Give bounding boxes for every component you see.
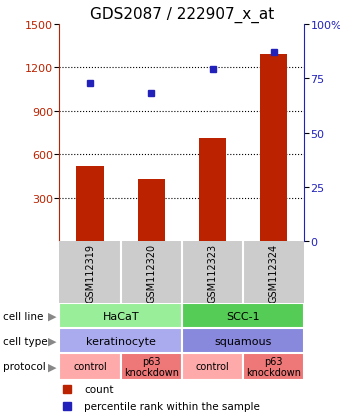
Bar — [182, 353, 243, 380]
Text: GSM112319: GSM112319 — [85, 243, 95, 302]
Text: ▶: ▶ — [49, 336, 57, 346]
Text: GSM112320: GSM112320 — [146, 243, 156, 302]
Bar — [59, 353, 121, 380]
Bar — [260, 55, 288, 242]
Bar — [76, 166, 104, 242]
Text: p63
knockdown: p63 knockdown — [124, 356, 179, 377]
Text: GSM112324: GSM112324 — [269, 243, 279, 302]
Text: count: count — [84, 384, 114, 394]
Bar — [182, 328, 304, 353]
Bar — [59, 304, 182, 328]
Text: p63
knockdown: p63 knockdown — [246, 356, 301, 377]
Text: control: control — [195, 361, 230, 372]
Text: GSM112323: GSM112323 — [207, 243, 218, 302]
Text: cell type: cell type — [3, 336, 48, 346]
Bar — [243, 353, 304, 380]
Bar — [182, 304, 304, 328]
Text: cell line: cell line — [3, 311, 44, 321]
Text: HaCaT: HaCaT — [102, 311, 139, 321]
Text: protocol: protocol — [3, 361, 46, 372]
Bar — [59, 328, 182, 353]
Bar — [199, 139, 226, 242]
Text: percentile rank within the sample: percentile rank within the sample — [84, 401, 260, 411]
Text: ▶: ▶ — [49, 311, 57, 321]
Bar — [121, 353, 182, 380]
Text: SCC-1: SCC-1 — [226, 311, 260, 321]
Text: control: control — [73, 361, 107, 372]
Title: GDS2087 / 222907_x_at: GDS2087 / 222907_x_at — [90, 7, 274, 24]
Text: ▶: ▶ — [49, 361, 57, 372]
Text: keratinocyte: keratinocyte — [86, 336, 156, 346]
Bar — [137, 179, 165, 242]
Text: squamous: squamous — [215, 336, 272, 346]
